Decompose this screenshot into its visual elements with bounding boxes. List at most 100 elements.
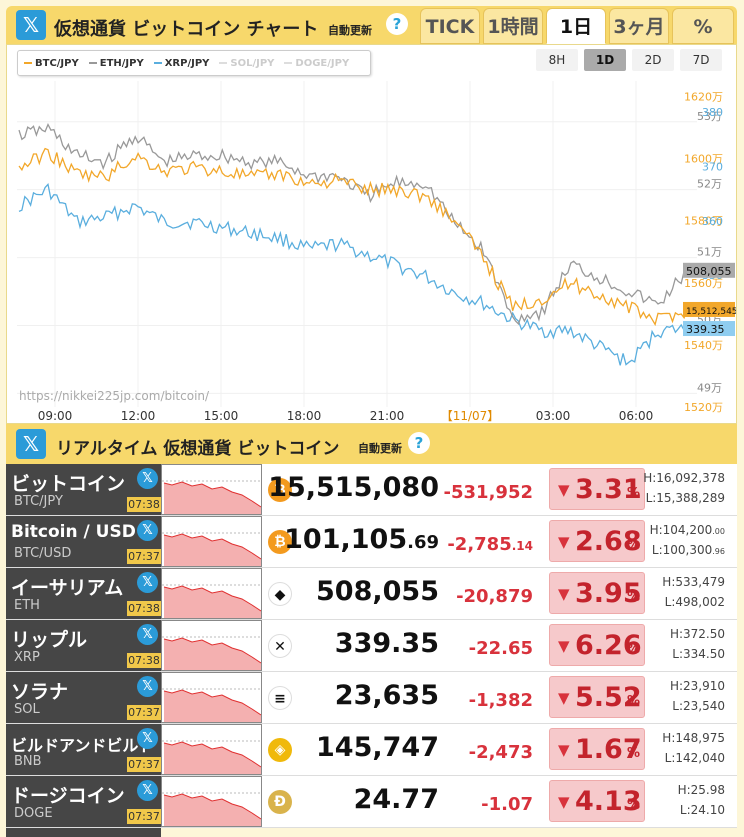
sparkline-chart[interactable] xyxy=(161,724,262,775)
table-row[interactable]: ドージコイン DOGE 𝕏 07:37 Ð 24.77 -1.07 ▼ 4.13% H:25.98… xyxy=(6,776,737,828)
sparkline-chart[interactable] xyxy=(161,516,262,567)
table-row-partial xyxy=(6,828,161,837)
sparkline-chart[interactable] xyxy=(161,776,262,827)
coin-price: 508,055 xyxy=(316,576,439,607)
sparkline-area xyxy=(164,534,261,566)
xrp-tick-label: 360 xyxy=(702,215,723,228)
coin-name-cell[interactable]: ソラナ SOL 𝕏 07:37 xyxy=(6,672,161,723)
help-icon[interactable]: ? xyxy=(386,13,408,35)
sparkline-chart[interactable] xyxy=(161,568,262,619)
percent-change-badge: ▼ 6.26% xyxy=(549,624,645,666)
x-share-icon[interactable]: 𝕏 xyxy=(137,624,158,645)
percent-change-badge: ▼ 1.67% xyxy=(549,728,645,770)
sparkline-chart[interactable] xyxy=(161,620,262,671)
high-price: H:148,975 xyxy=(662,731,725,745)
current-btc-label-bg xyxy=(683,301,735,317)
legend-xrp[interactable]: XRP/JPY xyxy=(153,58,209,69)
percent-value: 3.31 xyxy=(575,474,642,505)
tab-1hour[interactable]: 1時間 xyxy=(483,8,543,44)
coin-name-cell[interactable]: ドージコイン DOGE 𝕏 07:37 xyxy=(6,776,161,827)
range-1d-button[interactable]: 1D xyxy=(584,49,626,71)
sparkline-line xyxy=(163,689,261,716)
coin-price: 101,105.69 xyxy=(284,524,439,555)
x-share-icon[interactable]: 𝕏 xyxy=(137,468,158,489)
down-arrow-icon: ▼ xyxy=(558,793,570,811)
table-row[interactable]: ソラナ SOL 𝕏 07:37 ≡ 23,635 -1,382 ▼ 5.52% H:23,910 L… xyxy=(6,672,737,724)
coin-name-cell[interactable]: リップル XRP 𝕏 07:38 xyxy=(6,620,161,671)
sparkline-area xyxy=(164,690,261,722)
legend-btc[interactable]: BTC/JPY xyxy=(24,58,79,69)
update-time: 07:38 xyxy=(127,653,161,668)
tab-tick[interactable]: TICK xyxy=(420,8,480,44)
chart-panel: 09:00 12:00 15:00 18:00 21:00 【11/07】 03:00 06:… xyxy=(6,44,737,424)
coin-symbol: DOGE xyxy=(14,806,53,821)
update-time: 07:37 xyxy=(127,549,161,564)
tab-percent[interactable]: % xyxy=(672,8,734,44)
realtime-title: リアルタイム 仮想通貨 ビットコイン xyxy=(56,439,340,459)
table-row[interactable]: ビットコイン BTC/JPY 𝕏 07:38 ₿ 15,515,080 -531,952 ▼ 3… xyxy=(6,464,737,516)
x-share-icon[interactable]: 𝕏 xyxy=(16,429,46,459)
current-eth-label-bg xyxy=(683,262,735,278)
coin-name[interactable]: ソラナ xyxy=(11,681,69,703)
table-row[interactable]: ビルドアンドビルド BNB 𝕏 07:37 ◈ 145,747 -2,473 ▼ 1.67% H:… xyxy=(6,724,737,776)
coin-price: 339.35 xyxy=(334,628,439,659)
sparkline-line xyxy=(163,741,261,768)
low-price: L:24.10 xyxy=(679,803,725,817)
tab-1day[interactable]: 1日 xyxy=(546,8,606,44)
low-price: L:142,040 xyxy=(664,751,725,765)
coin-symbol: BTC/USD xyxy=(14,546,72,561)
percent-sign: % xyxy=(626,590,640,605)
down-arrow-icon: ▼ xyxy=(558,637,570,655)
x-share-icon[interactable]: 𝕏 xyxy=(16,10,46,40)
page-title: 仮想通貨 ビットコイン チャート xyxy=(54,19,319,40)
coin-name[interactable]: ビットコイン xyxy=(11,473,126,495)
legend-doge[interactable]: DOGE/JPY xyxy=(284,58,349,69)
sparkline-area xyxy=(164,794,261,826)
update-time: 07:37 xyxy=(127,757,161,772)
x-share-icon[interactable]: 𝕏 xyxy=(137,572,158,593)
x-share-icon[interactable]: 𝕏 xyxy=(137,676,158,697)
x-tick-label: 21:00 xyxy=(370,409,405,423)
low-price: L:498,002 xyxy=(664,595,725,609)
coin-name[interactable]: ビルドアンドビルド xyxy=(11,736,155,755)
x-tick-label: 12:00 xyxy=(121,409,156,423)
legend-sol[interactable]: SOL/JPY xyxy=(219,58,274,69)
help-icon[interactable]: ? xyxy=(408,432,430,454)
x-tick-label: 18:00 xyxy=(287,409,322,423)
range-2d-button[interactable]: 2D xyxy=(632,49,674,71)
coin-name[interactable]: イーサリアム xyxy=(11,577,124,599)
range-8h-button[interactable]: 8H xyxy=(536,49,578,71)
sparkline-area xyxy=(164,482,261,514)
table-row[interactable]: Bitcoin / USD BTC/USD 𝕏 07:37 ₿ 101,105.69 -2,… xyxy=(6,516,737,568)
coin-symbol: BNB xyxy=(14,754,42,769)
sparkline-line xyxy=(163,637,261,664)
legend-eth[interactable]: ETH/JPY xyxy=(88,58,144,69)
coin-name[interactable]: リップル xyxy=(11,629,88,651)
range-7d-button[interactable]: 7D xyxy=(680,49,722,71)
coin-name-cell[interactable]: ビットコイン BTC/JPY 𝕏 07:38 xyxy=(6,464,161,515)
sparkline-line xyxy=(163,533,261,560)
sparkline-chart[interactable] xyxy=(161,672,262,723)
coin-name[interactable]: ドージコイン xyxy=(11,785,125,807)
coin-name-cell[interactable]: イーサリアム ETH 𝕏 07:38 xyxy=(6,568,161,619)
btc-tick-label: 1620万 xyxy=(684,91,723,104)
btc-tick-label: 1520万 xyxy=(684,401,723,414)
x-share-icon[interactable]: 𝕏 xyxy=(137,520,158,541)
coin-symbol: BTC/JPY xyxy=(14,494,63,509)
x-share-icon[interactable]: 𝕏 xyxy=(137,780,158,801)
coin-name[interactable]: Bitcoin / USD xyxy=(11,522,136,542)
table-row[interactable]: イーサリアム ETH 𝕏 07:38 ◆ 508,055 -20,879 ▼ 3.95% H:53… xyxy=(6,568,737,620)
coin-symbol: SOL xyxy=(14,702,40,717)
coin-name-cell[interactable]: ビルドアンドビルド BNB 𝕏 07:37 xyxy=(6,724,161,775)
sparkline-chart[interactable] xyxy=(161,464,262,515)
tab-3month[interactable]: 3ヶ月 xyxy=(609,8,669,44)
sparkline-area xyxy=(164,742,261,774)
table-row[interactable]: リップル XRP 𝕏 07:38 ✕ 339.35 -22.65 ▼ 6.26% H:372.50… xyxy=(6,620,737,672)
x-share-icon[interactable]: 𝕏 xyxy=(137,728,158,749)
percent-sign: % xyxy=(626,486,640,501)
current-xrp-label-bg xyxy=(683,321,735,337)
down-arrow-icon: ▼ xyxy=(558,741,570,759)
low-price: L:100,300.96 xyxy=(651,543,725,557)
percent-value: 5.52 xyxy=(575,682,642,713)
coin-name-cell[interactable]: Bitcoin / USD BTC/USD 𝕏 07:37 xyxy=(6,516,161,567)
